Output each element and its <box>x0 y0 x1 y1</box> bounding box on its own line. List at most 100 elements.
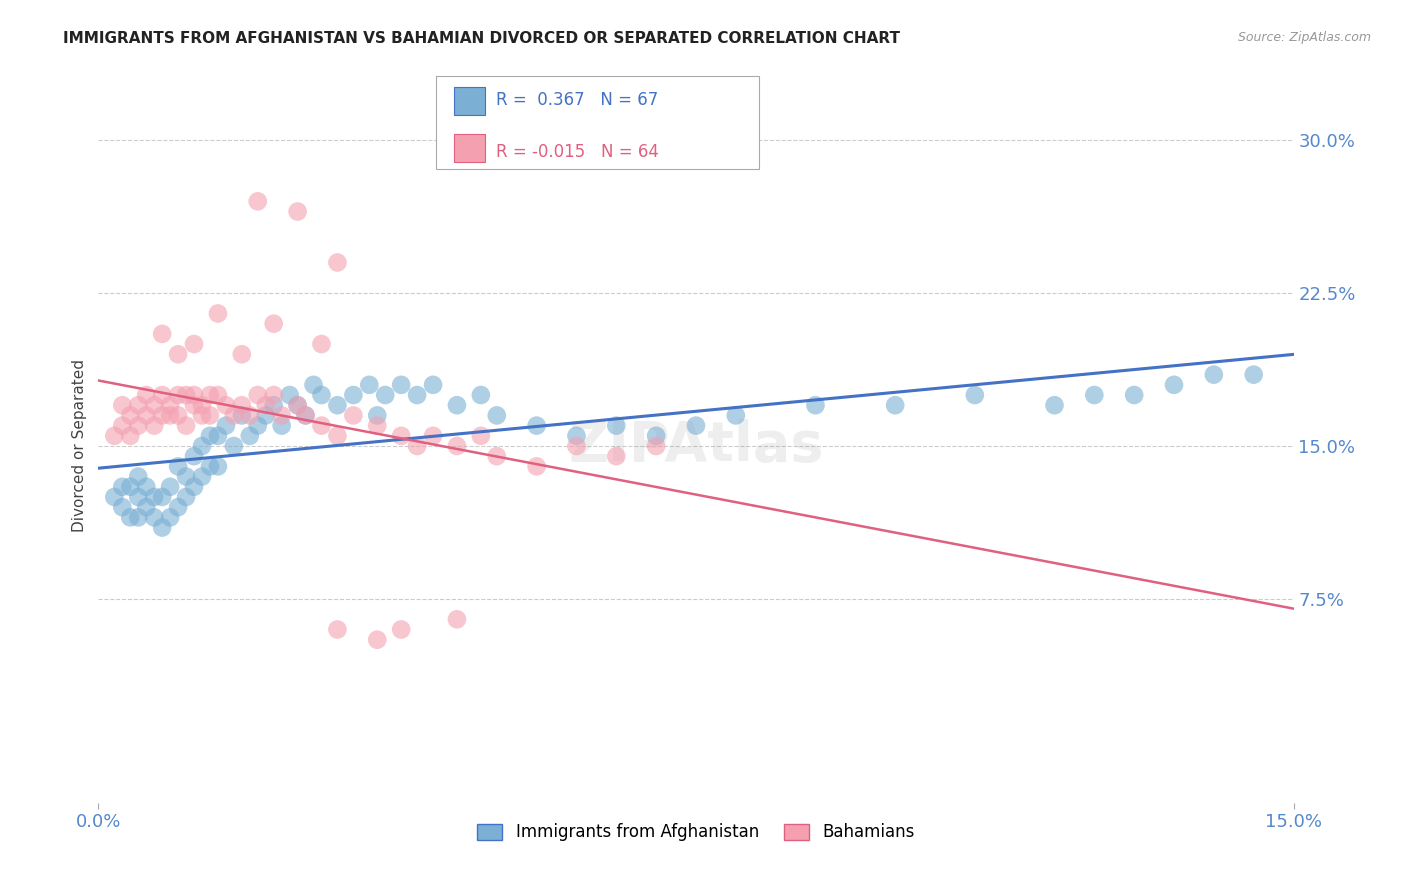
Point <box>103 490 125 504</box>
Point <box>207 429 229 443</box>
Text: IMMIGRANTS FROM AFGHANISTAN VS BAHAMIAN DIVORCED OR SEPARATED CORRELATION CHART: IMMIGRANTS FROM AFGHANISTAN VS BAHAMIAN … <box>63 31 900 46</box>
Point <box>565 429 588 443</box>
Point <box>470 388 492 402</box>
Point <box>294 409 316 423</box>
Point <box>198 459 221 474</box>
Point <box>359 377 381 392</box>
Point <box>326 623 349 637</box>
Point <box>183 388 205 402</box>
Text: Source: ZipAtlas.com: Source: ZipAtlas.com <box>1237 31 1371 45</box>
Point <box>215 418 238 433</box>
Point <box>406 439 429 453</box>
Point <box>605 449 627 463</box>
Point <box>485 409 508 423</box>
Point <box>326 398 349 412</box>
Legend: Immigrants from Afghanistan, Bahamians: Immigrants from Afghanistan, Bahamians <box>471 817 921 848</box>
Point <box>302 377 325 392</box>
Point <box>389 429 412 443</box>
Point <box>270 409 292 423</box>
Point <box>422 429 444 443</box>
Point <box>446 612 468 626</box>
Point <box>342 388 364 402</box>
Point <box>159 510 181 524</box>
Point <box>685 418 707 433</box>
Point <box>254 398 277 412</box>
Point <box>406 388 429 402</box>
Point <box>389 623 412 637</box>
Point <box>159 409 181 423</box>
Point <box>246 418 269 433</box>
Y-axis label: Divorced or Separated: Divorced or Separated <box>72 359 87 533</box>
Point <box>246 388 269 402</box>
Point <box>326 255 349 269</box>
Point <box>135 480 157 494</box>
Point <box>150 326 173 341</box>
Point <box>263 398 285 412</box>
Point <box>239 409 262 423</box>
Point <box>804 398 827 412</box>
Point <box>446 439 468 453</box>
Point <box>724 409 747 423</box>
Point <box>231 347 253 361</box>
Point <box>135 388 157 402</box>
Point <box>167 459 190 474</box>
Point <box>1043 398 1066 412</box>
Point <box>446 398 468 412</box>
Point <box>167 500 190 515</box>
Point <box>183 398 205 412</box>
Point <box>167 347 190 361</box>
Point <box>207 306 229 320</box>
Point <box>645 439 668 453</box>
Point <box>1163 377 1185 392</box>
Point <box>191 439 214 453</box>
Point <box>143 398 166 412</box>
Point <box>111 398 134 412</box>
Point <box>287 204 309 219</box>
Point <box>127 469 149 483</box>
Point <box>1123 388 1146 402</box>
Point <box>470 429 492 443</box>
Point <box>263 317 285 331</box>
Point <box>111 480 134 494</box>
Point <box>963 388 986 402</box>
Point <box>526 418 548 433</box>
Point <box>174 490 197 504</box>
Point <box>135 500 157 515</box>
Point <box>246 194 269 209</box>
Point <box>366 418 388 433</box>
Point <box>231 398 253 412</box>
Point <box>287 398 309 412</box>
Point <box>127 418 149 433</box>
Point <box>342 409 364 423</box>
Point <box>150 388 173 402</box>
Point <box>311 418 333 433</box>
Point <box>143 510 166 524</box>
Point <box>270 418 292 433</box>
Point <box>198 388 221 402</box>
Point <box>366 632 388 647</box>
Point <box>143 490 166 504</box>
Point <box>485 449 508 463</box>
Point <box>127 510 149 524</box>
Text: R =  0.367   N = 67: R = 0.367 N = 67 <box>496 91 658 109</box>
Point <box>374 388 396 402</box>
Point <box>254 409 277 423</box>
Point <box>1202 368 1225 382</box>
Point <box>1243 368 1265 382</box>
Point <box>287 398 309 412</box>
Point <box>127 490 149 504</box>
Point <box>366 409 388 423</box>
Point <box>278 388 301 402</box>
Point <box>127 398 149 412</box>
Point <box>207 388 229 402</box>
Point <box>143 418 166 433</box>
Point <box>294 409 316 423</box>
Point <box>174 388 197 402</box>
Point <box>326 429 349 443</box>
Point <box>191 398 214 412</box>
Point <box>526 459 548 474</box>
Point <box>207 459 229 474</box>
Point <box>103 429 125 443</box>
Point <box>215 398 238 412</box>
Point <box>565 439 588 453</box>
